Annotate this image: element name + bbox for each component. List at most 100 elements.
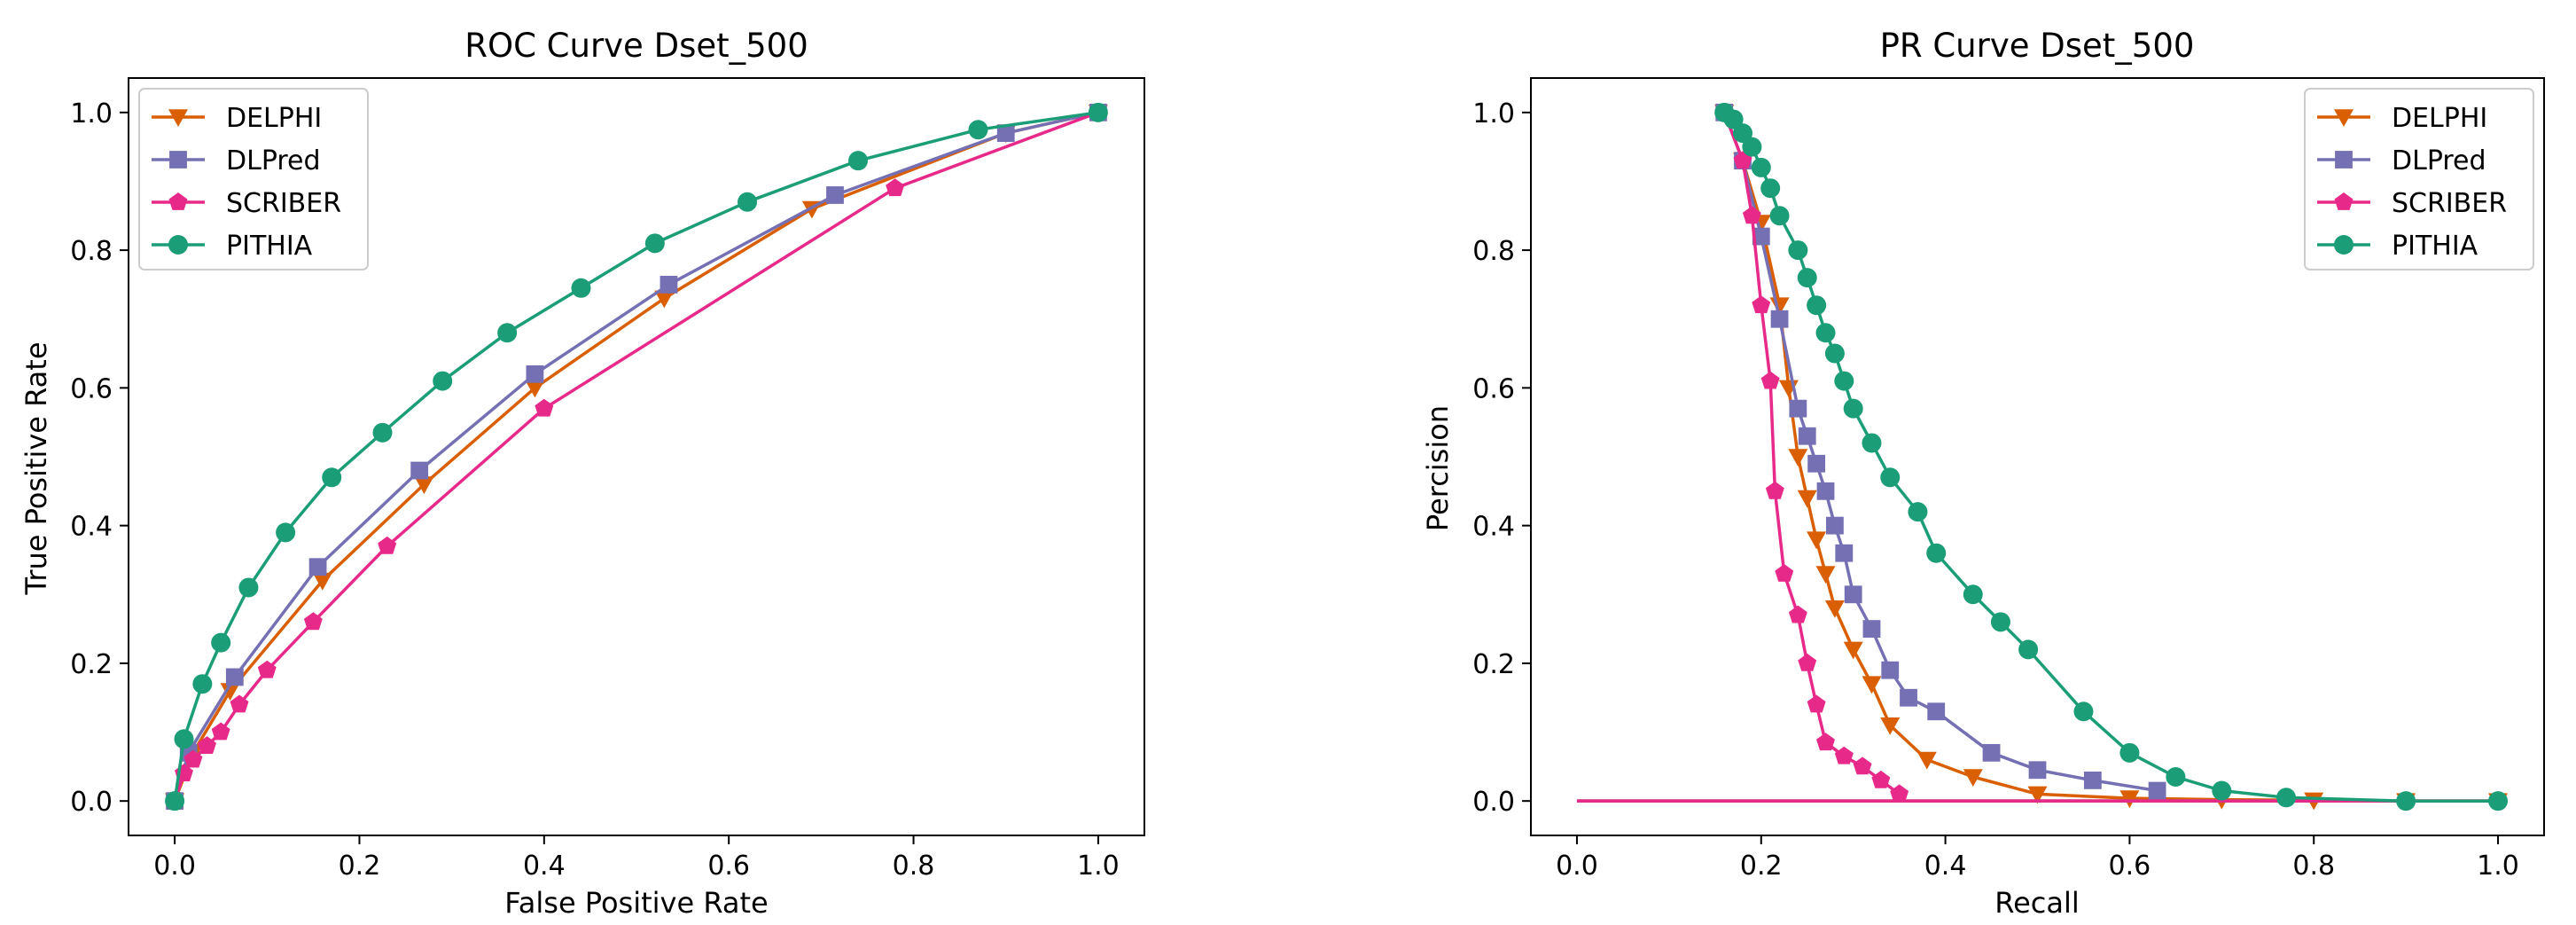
- roc-delphi-point: [654, 290, 675, 309]
- pr-pithia-point: [1908, 502, 1928, 522]
- roc-delphi-point: [414, 476, 434, 495]
- roc-dlpred-point: [308, 558, 327, 576]
- pr-pithia-point: [1807, 295, 1827, 316]
- pr-dlpred-point: [1770, 310, 1789, 328]
- pr-plot-area: 0.0 0.2 0.4 0.6 0.8 1.0 0.0 0.2 0.4 0.6 0.8 1.0 DELP…: [1472, 77, 2545, 882]
- pr-x-tick-label: 0.2: [1740, 851, 1783, 882]
- pr-delphi-point: [1797, 490, 1817, 508]
- pr-series-pithia: [1714, 102, 2509, 811]
- pr-x-tick-label: 0.6: [2109, 851, 2151, 882]
- pr-delphi-point: [1880, 717, 1901, 735]
- pr-dlpred-point: [1789, 399, 1807, 418]
- pr-scriber-point: [1853, 756, 1872, 775]
- pr-scriber-point: [1760, 371, 1780, 389]
- roc-y-tick-label: 0.6: [70, 373, 113, 404]
- pr-pithia-point: [1797, 268, 1817, 288]
- roc-dlpred-line: [173, 111, 1099, 802]
- pr-pithia-point: [1862, 433, 1882, 453]
- pr-y-tick-label: 0.2: [1472, 649, 1515, 680]
- roc-pithia-point: [433, 371, 453, 391]
- pr-legend-item-pithia: PITHIA: [2317, 231, 2478, 262]
- roc-y-tick-label: 0.2: [70, 649, 113, 680]
- roc-dlpred-point: [410, 461, 429, 480]
- pr-pithia-point: [1815, 323, 1836, 343]
- pr-pithia-point: [1843, 398, 1863, 419]
- pr-legend-label: DLPred: [2392, 145, 2486, 176]
- roc-dlpred-point: [225, 668, 244, 686]
- pr-legend-swatch-marker: [2335, 151, 2353, 169]
- pr-x-tick-label: 0.8: [2292, 851, 2335, 882]
- pr-x-tick-label: 0.0: [1556, 851, 1598, 882]
- roc-scriber-point: [303, 612, 323, 631]
- pr-delphi-point: [1843, 641, 1863, 660]
- pr-pithia-point: [2276, 788, 2297, 808]
- pr-legend-label: DELPHI: [2392, 103, 2487, 134]
- pr-dlpred-point: [1816, 482, 1835, 500]
- roc-pithia-line: [173, 111, 1099, 802]
- pr-pithia-point: [1926, 543, 1947, 563]
- pr-pithia-point: [1760, 178, 1781, 199]
- pr-y-tick-label: 0.6: [1472, 373, 1515, 404]
- roc-legend-box: [138, 88, 369, 270]
- roc-legend-label: DELPHI: [226, 103, 322, 134]
- roc-dlpred-point: [996, 124, 1015, 143]
- pr-scriber-point: [1742, 206, 1761, 224]
- roc-delphi-line: [173, 111, 1099, 802]
- roc-legend-label: SCRIBER: [226, 188, 341, 219]
- pr-scriber-point: [1890, 784, 1909, 803]
- pr-scriber-point: [1871, 770, 1891, 788]
- pr-dlpred-point: [2028, 761, 2047, 780]
- roc-pithia-point: [644, 233, 665, 254]
- pr-legend-label: PITHIA: [2392, 231, 2478, 262]
- roc-pithia-point: [276, 522, 296, 543]
- pr-chart-panel: PR Curve Dset_500 0.0 0.2 0.4 0.6 0.8 1.00.00…: [1421, 27, 2545, 920]
- pr-delphi-point: [1916, 751, 1937, 770]
- roc-x-tick-label: 0.8: [893, 851, 935, 882]
- roc-x-tick-label: 0.6: [707, 851, 750, 882]
- pr-legend-swatch-marker: [2334, 192, 2354, 210]
- roc-scriber-point: [257, 660, 277, 678]
- roc-legend-swatch-marker: [168, 192, 188, 210]
- roc-pithia-point: [322, 467, 342, 488]
- roc-series-scriber: [165, 102, 1108, 810]
- pr-delphi-point: [1815, 566, 1836, 584]
- pr-dlpred-line: [1722, 112, 2158, 793]
- pr-dlpred-point: [1752, 227, 1770, 246]
- pr-legend-swatch-marker: [2334, 109, 2354, 127]
- roc-pithia-point: [571, 278, 591, 298]
- pr-scriber-point: [1807, 694, 1826, 713]
- roc-pithia-point: [738, 192, 758, 212]
- pr-delphi-point: [1862, 676, 1882, 694]
- pr-pithia-point: [1723, 109, 1744, 129]
- pr-pithia-point: [2212, 780, 2232, 801]
- pr-pithia-point: [2488, 791, 2509, 811]
- roc-legend-swatch-marker: [169, 151, 187, 169]
- pr-y-axis-label: Percision: [1421, 405, 1455, 531]
- pr-delphi-point: [2027, 786, 2048, 804]
- pr-scriber-point: [1816, 733, 1835, 751]
- pr-pithia-point: [1990, 612, 2010, 632]
- pr-series-scriber: [1576, 102, 2499, 803]
- roc-dlpred-point: [826, 186, 844, 204]
- pr-dlpred-point: [1927, 702, 1946, 721]
- roc-pithia-point: [211, 632, 231, 653]
- roc-scriber-point: [535, 398, 554, 417]
- roc-delphi-point: [312, 572, 332, 591]
- roc-legend-swatch-marker: [168, 235, 188, 255]
- pr-axes-frame: [1530, 77, 2545, 836]
- pr-legend-item-scriber: SCRIBER: [2317, 188, 2507, 219]
- pr-pithia-point: [1834, 371, 1854, 391]
- roc-dlpred-point: [660, 276, 678, 294]
- roc-y-tick-label: 0.0: [70, 787, 113, 818]
- pr-dlpred-point: [1807, 454, 1826, 473]
- pr-scriber-point: [1775, 564, 1794, 582]
- roc-x-tick-label: 0.4: [523, 851, 566, 882]
- pr-pithia-point: [1732, 123, 1752, 144]
- roc-x-tick-label: 0.2: [339, 851, 381, 882]
- pr-legend: DELPHI DLPred SCRIBER PITHIA: [2304, 88, 2534, 270]
- pr-scriber-point: [1752, 295, 1771, 314]
- pr-dlpred-point: [1798, 427, 1816, 445]
- pr-dlpred-point: [1881, 661, 1900, 679]
- roc-pithia-point: [192, 674, 213, 694]
- pr-pithia-point: [2119, 742, 2140, 763]
